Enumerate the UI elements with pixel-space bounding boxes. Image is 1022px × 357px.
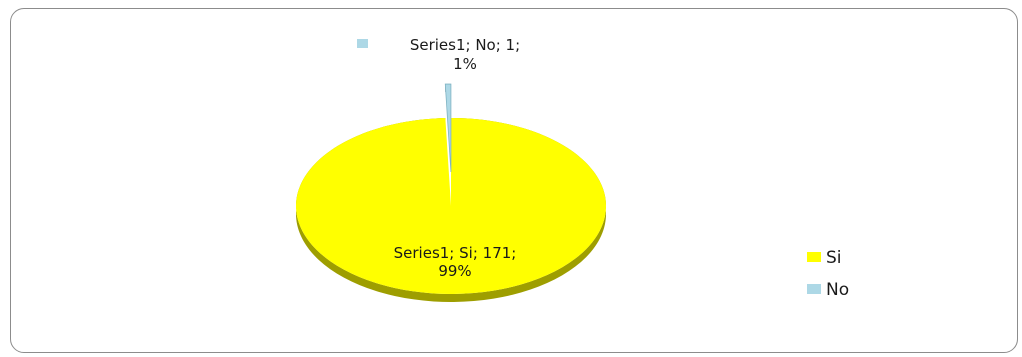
legend-swatch-no: [807, 284, 821, 294]
legend: Si No: [807, 248, 849, 300]
pie-slice-no: [444, 83, 452, 173]
legend-label-no: No: [826, 280, 849, 300]
data-label-si-line2: 99%: [438, 262, 471, 280]
data-label-no-line2: 1%: [453, 55, 477, 73]
legend-label-si: Si: [826, 248, 842, 268]
data-label-no-line1: Series1; No; 1;: [410, 36, 520, 54]
pie-slice-si: [295, 118, 606, 295]
pie-plot: [295, 83, 606, 302]
data-label-si-line1: Series1; Si; 171;: [394, 244, 517, 262]
no-label-marker: [357, 39, 368, 48]
legend-swatch-si: [807, 252, 821, 262]
